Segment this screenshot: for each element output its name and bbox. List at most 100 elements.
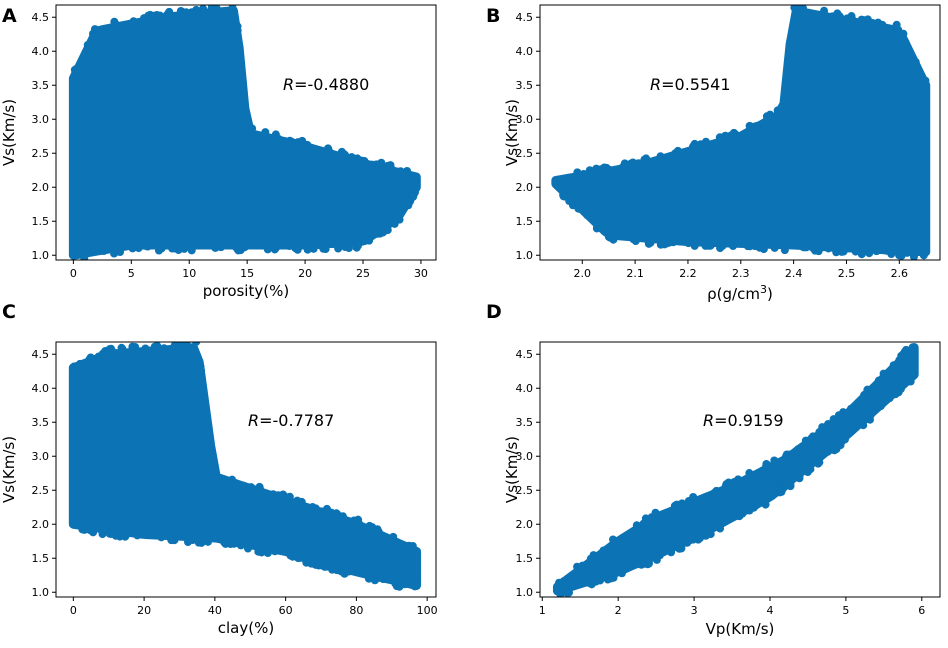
scatter-point <box>187 240 196 249</box>
x-tick-label: 6 <box>918 604 925 617</box>
y-tick-label: 4.0 <box>32 45 50 58</box>
scatter-point <box>661 239 670 248</box>
scatter-point <box>601 168 610 177</box>
scatter-point <box>752 501 761 510</box>
scatter-point <box>157 533 166 542</box>
scatter-point <box>115 532 124 541</box>
scatter-point <box>206 532 215 541</box>
scatter-point <box>750 122 759 131</box>
scatter-point <box>856 19 865 28</box>
scatter-point <box>757 467 766 476</box>
scatter-point <box>337 567 346 576</box>
scatter-point <box>167 536 176 545</box>
scatter-point <box>575 577 584 586</box>
scatter-point <box>352 567 361 576</box>
scatter-point <box>770 114 779 123</box>
scatter-point <box>896 384 905 393</box>
x-axis-label: ρ(g/cm3) <box>707 283 773 303</box>
scatter-point <box>589 551 598 560</box>
scatter-point <box>408 546 417 555</box>
y-tick-label: 3.0 <box>32 450 50 463</box>
scatter-point <box>599 549 608 558</box>
scatter-point <box>162 10 171 19</box>
scatter-point <box>689 535 698 544</box>
scatter-point <box>622 231 631 240</box>
scatter-point <box>389 532 398 541</box>
scatter-point <box>303 144 312 153</box>
scatter-point <box>211 243 220 252</box>
panel-a: 0 5 10 15 20 25 30 1.0 1.5 2.0 2.5 3.0 3.5 4.0 4.5 poro… <box>0 4 437 300</box>
scatter-point <box>293 245 302 254</box>
scatter-point <box>573 562 582 571</box>
scatter-point <box>689 142 698 151</box>
scatter-point <box>712 140 721 149</box>
scatter-point <box>222 477 231 486</box>
scatter-point <box>89 356 98 365</box>
scatter-point <box>388 575 397 584</box>
scatter-point <box>654 234 663 243</box>
scatter-point <box>195 240 204 249</box>
scatter-point <box>220 7 229 16</box>
scatter-point <box>701 137 710 146</box>
scatter-point <box>312 507 321 516</box>
scatter-point <box>876 402 885 411</box>
y-tick-label: 3.0 <box>32 113 50 126</box>
scatter-point <box>153 342 162 350</box>
scatter-point <box>667 548 676 557</box>
panel-letter: A <box>2 5 17 27</box>
y-tick-label: 3.0 <box>516 450 534 463</box>
scatter-point <box>78 55 87 64</box>
scatter-point <box>648 157 657 166</box>
scatter-point <box>146 347 155 356</box>
scatter-point <box>762 118 771 127</box>
x-tick-label: 40 <box>208 604 222 617</box>
scatter-point <box>197 538 206 547</box>
x-tick-label: 0 <box>70 267 77 280</box>
scatter-point <box>608 567 617 576</box>
scatter-point <box>735 512 744 521</box>
scatter-point <box>326 150 335 159</box>
scatter-point <box>340 150 349 159</box>
y-tick-label: 2.5 <box>32 484 50 497</box>
scatter-point <box>845 408 854 417</box>
scatter-point <box>354 515 363 524</box>
scatter-point <box>108 347 117 356</box>
scatter-point <box>382 226 391 235</box>
scatter-point <box>609 535 618 544</box>
scatter-point <box>116 248 125 257</box>
scatter-point <box>642 154 651 163</box>
x-tick-label: 20 <box>298 267 312 280</box>
scatter-point <box>111 24 120 33</box>
correlation-annotation: R=0.5541 <box>650 75 731 94</box>
scatter-point <box>225 534 234 543</box>
x-tick-label: 2.3 <box>732 267 750 280</box>
scatter-point <box>390 218 399 227</box>
scatter-point <box>892 20 901 29</box>
scatter-point <box>139 529 148 538</box>
panel-c: 0 20 40 60 80 100 1.0 1.5 2.0 2.5 3.0 3.5 4.0 4.5 clay… <box>0 301 438 637</box>
scatter-point <box>857 250 866 259</box>
scatter-point <box>235 42 244 51</box>
scatter-point <box>303 245 312 254</box>
scatter-point <box>676 504 685 513</box>
scatter-point <box>809 244 818 253</box>
y-axis-label: Vs(Km/s) <box>503 436 521 503</box>
scatter-point <box>131 343 140 352</box>
scatter-point <box>199 387 208 396</box>
scatter-point <box>797 443 806 452</box>
x-tick-label: 2.6 <box>891 267 909 280</box>
scatter-point <box>814 430 823 439</box>
x-tick-label: 60 <box>279 604 293 617</box>
x-tick-label: 0 <box>70 604 77 617</box>
scatter-point <box>404 201 413 210</box>
scatter-point <box>823 447 832 456</box>
scatter-point <box>620 161 629 170</box>
x-tick-label: 5 <box>842 604 849 617</box>
scatter-point <box>247 483 256 492</box>
x-tick-label: 2.4 <box>785 267 803 280</box>
scatter-point <box>128 242 137 251</box>
scatter-point <box>839 247 848 256</box>
scatter-point <box>695 534 704 543</box>
scatter-point <box>160 344 169 353</box>
